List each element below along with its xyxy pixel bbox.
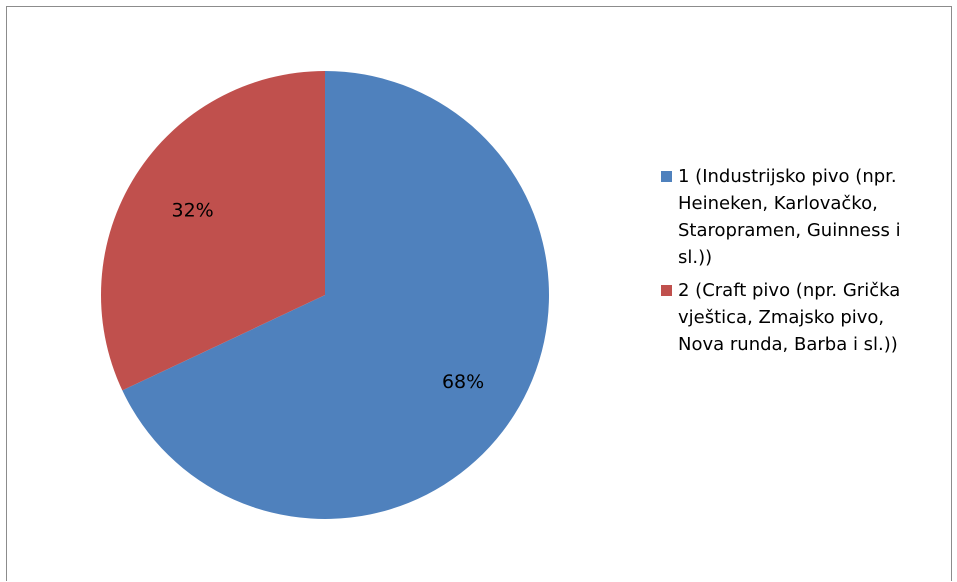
legend-swatch-2 bbox=[661, 285, 672, 296]
legend-label-line: Nova runda, Barba i sl.)) bbox=[678, 334, 898, 355]
legend-swatch-1 bbox=[661, 171, 672, 182]
pie-slice-2 bbox=[100, 71, 326, 391]
legend-label-line: 1 (Industrijsko pivo (npr. bbox=[678, 166, 897, 187]
legend-item-2: 2 (Craft pivo (npr. Grička vještica, Zmaj… bbox=[661, 277, 957, 358]
legend-label-1: 1 (Industrijsko pivo (npr. Heineken, Karl… bbox=[678, 163, 957, 271]
legend-label-line: 2 (Craft pivo (npr. Grička bbox=[678, 280, 901, 301]
pie-slice-1 bbox=[122, 71, 550, 519]
pie-chart: 68% 32% bbox=[100, 71, 550, 519]
legend-item-1: 1 (Industrijsko pivo (npr. Heineken, Karl… bbox=[661, 163, 957, 271]
legend-label-2: 2 (Craft pivo (npr. Grička vještica, Zmaj… bbox=[678, 277, 957, 358]
legend-label-line: sl.)) bbox=[678, 247, 713, 268]
legend: 1 (Industrijsko pivo (npr. Heineken, Karl… bbox=[661, 163, 957, 364]
legend-label-line: Heineken, Karlovačko, bbox=[678, 193, 878, 214]
data-label-2: 32% bbox=[171, 199, 213, 221]
legend-label-line: Staropramen, Guinness i bbox=[678, 220, 901, 241]
chart-area: 68% 32% 1 (Industrijsko pivo (npr. Heineke… bbox=[6, 6, 952, 581]
legend-label-line: vještica, Zmajsko pivo, bbox=[678, 307, 885, 328]
data-label-1: 68% bbox=[442, 371, 484, 393]
